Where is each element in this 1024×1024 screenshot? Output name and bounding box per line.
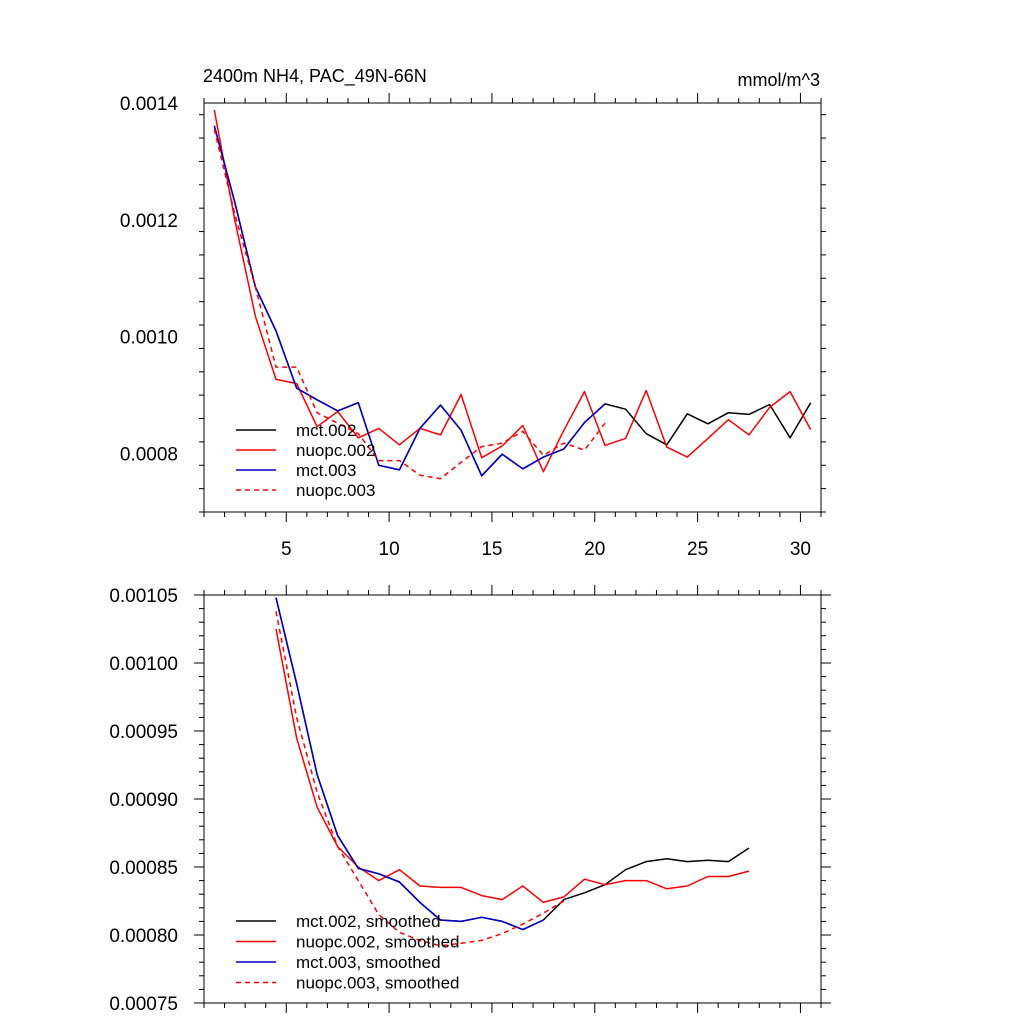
chart-units: mmol/m^3 bbox=[738, 70, 820, 90]
legend-label: nuopc.003 bbox=[296, 481, 375, 500]
y-tick-label: 0.0012 bbox=[120, 211, 178, 232]
x-tick-label: 10 bbox=[379, 539, 400, 560]
x-tick-label: 5 bbox=[281, 539, 292, 560]
series-line-mct-002-smoothed bbox=[275, 597, 750, 931]
y-tick-label: 0.00100 bbox=[109, 654, 178, 675]
y-tick-label: 0.00085 bbox=[109, 858, 178, 879]
legend-label: nuopc.002, smoothed bbox=[296, 933, 460, 952]
y-tick-label: 0.00105 bbox=[109, 586, 178, 607]
y-tick-label: 0.00090 bbox=[109, 790, 178, 811]
legend-label: mct.003 bbox=[296, 461, 356, 480]
series-line-nuopc-003 bbox=[213, 129, 606, 480]
bottom-panel: 0.00075 0.00080 0.00085 0.00090 0.00095 0.001… bbox=[109, 585, 831, 1015]
x-tick-label: 15 bbox=[481, 539, 502, 560]
y-tick-label: 0.0010 bbox=[120, 328, 178, 349]
y-tick-label: 0.00075 bbox=[109, 994, 178, 1015]
legend-label: nuopc.002 bbox=[296, 441, 375, 460]
series-line-mct-003 bbox=[213, 125, 606, 477]
series-line-nuopc-002 bbox=[213, 109, 812, 473]
y-tick-label: 0.0014 bbox=[120, 94, 179, 115]
series-line-nuopc-003-smoothed bbox=[275, 611, 565, 947]
legend-label: mct.002, smoothed bbox=[296, 912, 441, 931]
x-tick-label: 30 bbox=[790, 539, 811, 560]
y-tick-label: 0.0008 bbox=[120, 445, 178, 466]
y-tick-label: 0.00080 bbox=[109, 926, 178, 947]
legend-label: mct.003, smoothed bbox=[296, 953, 441, 972]
legend-label: nuopc.003, smoothed bbox=[296, 974, 460, 993]
chart-title: 2400m NH4, PAC_49N-66N bbox=[203, 66, 427, 87]
x-tick-label: 20 bbox=[584, 539, 605, 560]
y-tick-label: 0.00095 bbox=[109, 722, 178, 743]
top-panel: 2400m NH4, PAC_49N-66N mmol/m^3 5 10 15 20 2… bbox=[120, 66, 826, 560]
series-line-mct-003-smoothed bbox=[275, 597, 544, 931]
x-tick-label: 25 bbox=[687, 539, 708, 560]
legend: mct.002, smoothed nuopc.002, smoothedmct.… bbox=[236, 912, 460, 993]
legend-label: mct.002 bbox=[296, 421, 356, 440]
